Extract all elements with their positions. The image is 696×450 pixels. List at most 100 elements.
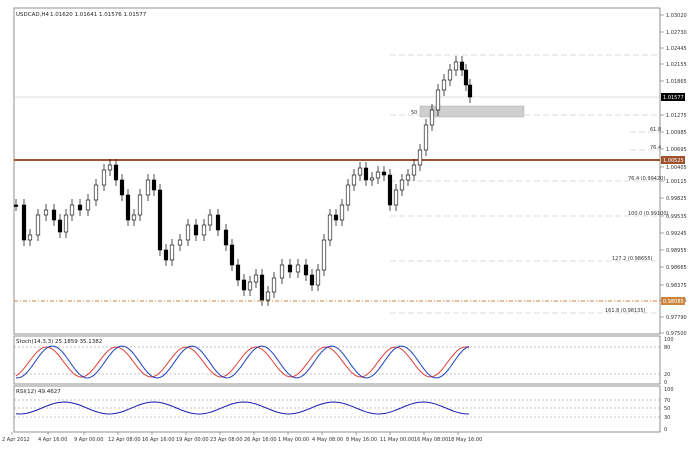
candle-body [207, 214, 213, 226]
time-tick-label: 18 May 16:00 [448, 437, 482, 443]
price-tick-label: 0.97790 [666, 315, 687, 321]
candle-body [411, 164, 417, 176]
candle-body [333, 214, 339, 221]
candle-body [241, 279, 247, 291]
time-tick-label: 26 Apr 16:00 [244, 437, 277, 443]
candle-body [459, 61, 465, 71]
fib-level-text: 76.4 (0.99420) [628, 176, 665, 182]
time-tick-label: 12 Apr 08:00 [108, 437, 141, 443]
symbol-title: USDCAD,H4 [16, 12, 49, 18]
price-tick-label: 1.00695 [666, 147, 687, 153]
candle-body [13, 204, 19, 207]
candle-body [151, 179, 157, 191]
candle-body [467, 84, 473, 98]
price-tick-label: 1.03020 [666, 13, 687, 19]
stochastic-signal-line [15, 346, 470, 378]
candle-body [345, 184, 351, 206]
fib-ratio-text: 61.8 [650, 127, 661, 133]
candle-body [235, 264, 241, 281]
stochastic-main-line [15, 345, 470, 379]
candle-body [369, 177, 375, 181]
candle-body [315, 269, 321, 286]
ohlc-values: 1.01620 1.01641 1.01576 1.01577 [50, 12, 147, 18]
candle-body [145, 179, 151, 196]
price-tick-label: 1.02730 [666, 30, 687, 36]
stochastic-level-label: 20 [664, 372, 670, 378]
stochastic-levels: 100 80 20 0 [14, 337, 674, 386]
candle-body [247, 281, 253, 291]
candle-body [57, 219, 63, 233]
time-tick-label: 4 Apr 16:00 [38, 437, 67, 443]
time-tick-label: 16 May 08:00 [414, 437, 448, 443]
candle-body [35, 214, 41, 236]
candle-body [259, 274, 265, 301]
candle-body [393, 189, 399, 206]
candle-body [423, 124, 429, 151]
candle-body [107, 164, 113, 171]
candle-body [417, 149, 423, 166]
fib-ratio-text: 50 [411, 110, 417, 116]
candle-body [435, 89, 441, 111]
time-tick-label: 16 Apr 16:00 [142, 437, 175, 443]
price-tick-label: 1.02155 [666, 62, 687, 68]
fib-level-text: 161.8 (0.98135) [605, 308, 646, 314]
stochastic-level-label: 100 [664, 337, 674, 343]
candle-body [309, 274, 315, 286]
time-tick-label: 9 Apr 00:00 [74, 437, 103, 443]
candle-body [131, 214, 137, 221]
rsi-level-label: 100 [664, 387, 674, 393]
rsi-pane[interactable] [13, 385, 661, 433]
price-tick-label: 1.01275 [666, 113, 687, 119]
price-axis: 1.03020 1.02730 1.02445 1.02155 1.01865 1.012… [660, 13, 687, 337]
fib-level-text: 127.2 (0.98655) [612, 256, 653, 262]
rsi-level-label: 50 [664, 406, 670, 412]
candle-body [265, 291, 271, 301]
candle-body [429, 109, 435, 126]
time-axis: 2 Apr 2012 4 Apr 16:00 9 Apr 00:00 12 Apr 0… [2, 432, 482, 443]
candle-body [463, 69, 469, 86]
price-tick-label: 1.02445 [666, 46, 687, 52]
resistance-price-tag [661, 156, 685, 164]
candle-body [69, 204, 75, 216]
candle-body [119, 179, 125, 196]
candle-body [215, 214, 221, 231]
price-tick-label: 1.01865 [666, 79, 687, 85]
candle-body [137, 194, 143, 216]
candle-body [303, 264, 309, 276]
supply-zone-rect[interactable] [419, 105, 525, 118]
stochastic-pane[interactable] [13, 335, 661, 385]
time-tick-label: 11 May 00:00 [380, 437, 414, 443]
time-tick-label: 8 May 16:00 [346, 437, 377, 443]
price-tick-label: 1.00115 [666, 179, 687, 185]
candle-body [279, 264, 285, 279]
candle-body [27, 234, 33, 241]
price-tick-label: 1.00985 [666, 130, 687, 136]
candle-body [77, 204, 83, 211]
candle-body [441, 79, 447, 91]
candle-body [63, 214, 69, 233]
rsi-level-label: 0 [664, 427, 667, 433]
candle-body [101, 169, 107, 186]
candle-body [193, 224, 199, 236]
candle-body [113, 164, 119, 181]
candle-body [253, 274, 259, 283]
rsi-level-label: 70 [664, 398, 670, 404]
candle-body [21, 204, 27, 241]
candle-body [93, 184, 99, 201]
time-tick-label: 23 Apr 08:00 [210, 437, 243, 443]
candle-body [405, 174, 411, 181]
price-tick-label: 0.97500 [666, 331, 687, 337]
candlestick-series [13, 56, 473, 306]
candle-body [321, 239, 327, 271]
candle-body [351, 174, 357, 186]
time-tick-label: 2 Apr 2012 [2, 437, 30, 443]
candle-body [295, 264, 301, 273]
candle-body [169, 244, 175, 261]
candle-body [229, 244, 235, 266]
price-pane[interactable] [13, 7, 661, 335]
candle-body [271, 277, 277, 293]
candle-body [453, 61, 459, 71]
rsi-title: RSI(12) 49.4627 [16, 389, 61, 395]
fib-level-text: 100.0 (0.99100) [628, 211, 669, 217]
